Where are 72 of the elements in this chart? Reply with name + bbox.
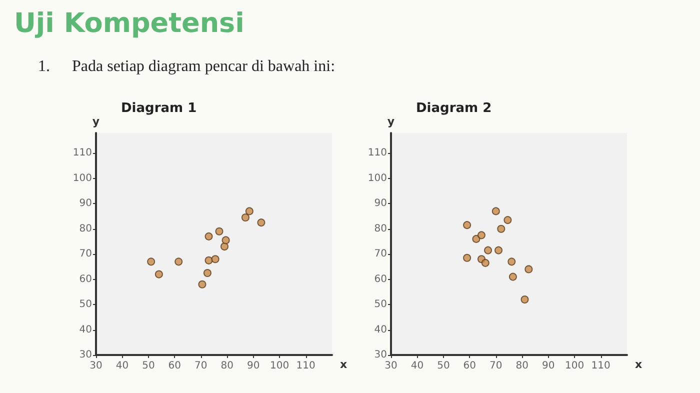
y-tick-label: 30 (79, 350, 92, 360)
point (215, 227, 224, 236)
x-axis-title: x (635, 358, 642, 371)
point (222, 236, 230, 244)
y-tick-label: 30 (374, 350, 387, 360)
y-axis-title: y (387, 115, 395, 128)
point (520, 296, 529, 304)
point (492, 207, 500, 216)
point (220, 242, 228, 251)
y-tick-label: 100 (368, 172, 387, 184)
x-tick-label: 40 (410, 360, 424, 372)
y-tick-label: 70 (374, 248, 387, 260)
x-tick-label: 110 (296, 360, 316, 372)
x-tick-label: 100 (565, 360, 584, 372)
y-tick-label: 80 (79, 223, 92, 234)
point (508, 272, 517, 281)
y-tick-label: 100 (72, 172, 92, 184)
x-tick-label: 80 (220, 360, 234, 372)
x-axis-title: x (340, 358, 348, 371)
x-tick-label: 70 (490, 360, 502, 372)
point (472, 234, 480, 243)
x-tick-label: 30 (90, 360, 102, 372)
chart-title: Diagram 2 (416, 101, 492, 116)
point (174, 258, 183, 266)
x-tick-label: 90 (246, 360, 260, 372)
y-tick-label: 50 (79, 299, 92, 310)
x-tick-label: 70 (194, 360, 208, 372)
x-tick-label: 60 (168, 360, 182, 372)
point (257, 218, 266, 227)
point (245, 207, 254, 216)
x-tick-label: 90 (542, 360, 555, 372)
y-tick-label: 40 (374, 324, 387, 336)
y-tick-label: 70 (79, 248, 92, 260)
y-tick-label: 60 (79, 274, 92, 285)
point (463, 254, 472, 262)
point (204, 256, 213, 264)
y-axis-title: y (92, 115, 100, 128)
y-tick-label: 110 (368, 148, 387, 159)
x-tick-label: 100 (270, 360, 290, 372)
point (154, 270, 163, 278)
x-tick-label: 40 (116, 360, 129, 372)
point (241, 214, 250, 222)
y-tick-label: 90 (374, 198, 387, 210)
y-tick-label: 50 (374, 299, 387, 310)
point (508, 258, 516, 266)
text: 1. Pada setiap diagram pencar di bawah ini: (38, 58, 336, 75)
point (497, 224, 506, 233)
point (494, 246, 503, 254)
y-tick-label: 80 (374, 223, 387, 234)
x-tick-label: 30 (384, 360, 398, 372)
y-tick-label: 90 (79, 198, 92, 210)
text: Uji Kompetensi (14, 8, 244, 39)
point (524, 265, 533, 274)
point (147, 258, 156, 266)
chart-title: Diagram 1 (121, 101, 197, 116)
y-tick-label: 110 (72, 148, 92, 159)
x-tick-label: 50 (437, 360, 450, 372)
point (477, 231, 486, 240)
y-tick-label: 60 (374, 274, 387, 285)
y-tick-label: 40 (79, 324, 92, 336)
point (504, 216, 512, 224)
x-tick-label: 50 (142, 360, 155, 372)
point (203, 269, 212, 278)
point (484, 246, 492, 254)
point (204, 232, 213, 240)
point (481, 258, 490, 267)
point (463, 221, 472, 230)
x-tick-label: 110 (591, 360, 610, 372)
x-tick-label: 60 (463, 360, 476, 372)
point (198, 280, 206, 288)
point (211, 255, 220, 264)
x-tick-label: 80 (516, 360, 528, 372)
